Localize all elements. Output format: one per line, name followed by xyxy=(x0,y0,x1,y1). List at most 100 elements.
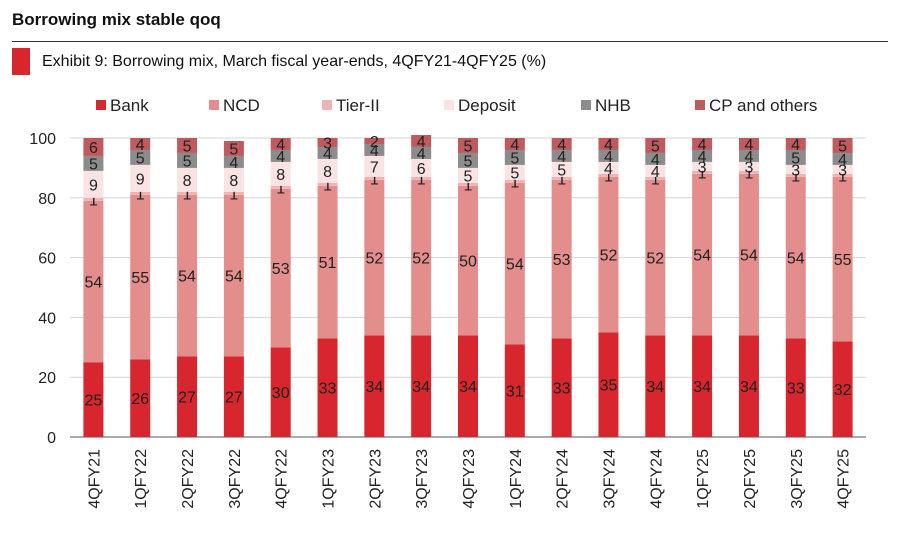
x-tick-label: 4QFY25 xyxy=(836,449,853,509)
data-label: 55 xyxy=(131,270,149,287)
data-label: 55 xyxy=(834,252,852,269)
bar-segment-deposit xyxy=(223,167,244,192)
bar-segment-tier-ii xyxy=(83,197,104,201)
x-tick-label: 2QFY24 xyxy=(555,449,572,509)
data-label: 1 xyxy=(229,186,238,203)
bar-segment-bank xyxy=(130,359,151,437)
data-label: 34 xyxy=(365,379,383,396)
legend-swatch xyxy=(581,100,591,110)
bar-segment-tier-ii xyxy=(504,179,525,183)
data-label: 25 xyxy=(85,393,103,410)
bar-segment-tier-ii xyxy=(223,191,244,195)
data-label: 4 xyxy=(698,149,707,166)
header-divider xyxy=(12,41,888,42)
data-label: 2 xyxy=(370,134,379,151)
data-label: 53 xyxy=(272,261,290,278)
x-tick-label: 3QFY24 xyxy=(601,449,618,509)
bar-segment-nhb xyxy=(504,149,525,165)
bar-segment-cp-and-others xyxy=(504,138,525,150)
exhibit-title: Exhibit 9: Borrowing mix, March fiscal y… xyxy=(42,52,547,70)
bar-segment-nhb xyxy=(645,152,666,165)
data-label: 5 xyxy=(651,138,660,155)
data-label: 4 xyxy=(370,143,379,160)
x-tick-label: 3QFY22 xyxy=(227,449,244,509)
bar-segment-deposit xyxy=(738,161,759,171)
x-tick-label: 1QFY23 xyxy=(321,449,338,509)
bar-segment-nhb xyxy=(317,146,338,159)
bar-segment-cp-and-others xyxy=(598,138,619,150)
data-label: 1 xyxy=(791,168,800,185)
bar-segment-tier-ii xyxy=(458,182,478,186)
bar-segment-nhb xyxy=(83,155,104,171)
bar-segment-cp-and-others xyxy=(364,138,385,144)
bar-segment-tier-ii xyxy=(598,173,619,177)
bar-segment-nhb xyxy=(223,155,244,168)
bar-segment-cp-and-others xyxy=(130,138,151,150)
legend-label: CP and others xyxy=(709,96,817,115)
bar-segment-nhb xyxy=(692,149,713,162)
data-label: 54 xyxy=(225,269,243,286)
bar-segment-tier-ii xyxy=(317,182,338,186)
bar-segment-tier-ii xyxy=(645,176,666,180)
bar-segment-deposit xyxy=(504,164,525,180)
bar-segment-deposit xyxy=(317,158,338,183)
bar-segment-tier-ii xyxy=(785,173,806,177)
bar-segment-nhb xyxy=(785,149,806,165)
bar-segment-cp-and-others xyxy=(83,138,104,156)
data-label: 51 xyxy=(319,255,337,272)
bar-segment-ncd xyxy=(551,179,572,339)
bar-segment-nhb xyxy=(598,149,619,162)
data-label: 54 xyxy=(693,248,711,265)
data-label: 1 xyxy=(557,171,566,188)
data-label: 5 xyxy=(136,150,145,167)
data-label: 52 xyxy=(412,251,430,268)
data-label: 54 xyxy=(178,269,196,286)
bar-segment-nhb xyxy=(130,149,151,165)
bar-segment-nhb xyxy=(832,152,853,165)
bar-segment-deposit xyxy=(832,164,853,174)
data-label: 5 xyxy=(557,162,566,179)
bar-segment-ncd xyxy=(223,194,244,357)
data-label: 8 xyxy=(276,167,285,184)
bar-segment-nhb xyxy=(270,149,291,162)
data-label: 33 xyxy=(319,381,337,398)
bar-segment-deposit xyxy=(130,164,151,192)
data-label: 1 xyxy=(136,186,145,203)
data-label: 1 xyxy=(838,168,847,185)
data-label: 54 xyxy=(740,248,758,265)
data-label: 4 xyxy=(417,134,426,151)
bar-segment-bank xyxy=(645,335,666,437)
data-label: 5 xyxy=(464,153,473,170)
data-label: 4 xyxy=(744,149,753,166)
bar-segment-tier-ii xyxy=(270,185,291,189)
data-label: 4 xyxy=(557,149,566,166)
bar-segment-deposit xyxy=(270,161,291,186)
data-label: 34 xyxy=(646,379,664,396)
bar-segment-bank xyxy=(317,338,338,437)
bar-segment-deposit xyxy=(177,167,198,192)
bar-segment-cp-and-others xyxy=(645,138,666,153)
data-label: 54 xyxy=(506,257,524,274)
bar-segment-ncd xyxy=(317,185,338,339)
data-label: 27 xyxy=(225,390,243,407)
x-tick-label: 2QFY23 xyxy=(367,449,384,509)
data-label: 4 xyxy=(651,164,660,181)
data-label: 33 xyxy=(553,381,571,398)
data-label: 8 xyxy=(183,173,192,190)
bar-segment-nhb xyxy=(364,143,385,156)
bar-segment-bank xyxy=(738,335,759,437)
data-label: 1 xyxy=(464,177,473,194)
bar-segment-nhb xyxy=(738,149,759,162)
data-label: 52 xyxy=(600,248,618,265)
data-label: 30 xyxy=(272,385,290,402)
data-label: 5 xyxy=(229,141,238,158)
data-label: 8 xyxy=(323,164,332,181)
page-headline: Borrowing mix stable qoq xyxy=(12,10,221,29)
x-tick-label: 2QFY22 xyxy=(180,449,197,509)
bar-segment-ncd xyxy=(645,179,666,336)
bar-segment-deposit xyxy=(785,164,806,174)
data-label: 1 xyxy=(651,171,660,188)
legend-label: Deposit xyxy=(458,96,516,115)
bar-segment-cp-and-others xyxy=(551,138,572,150)
bar-segment-deposit xyxy=(458,167,478,183)
